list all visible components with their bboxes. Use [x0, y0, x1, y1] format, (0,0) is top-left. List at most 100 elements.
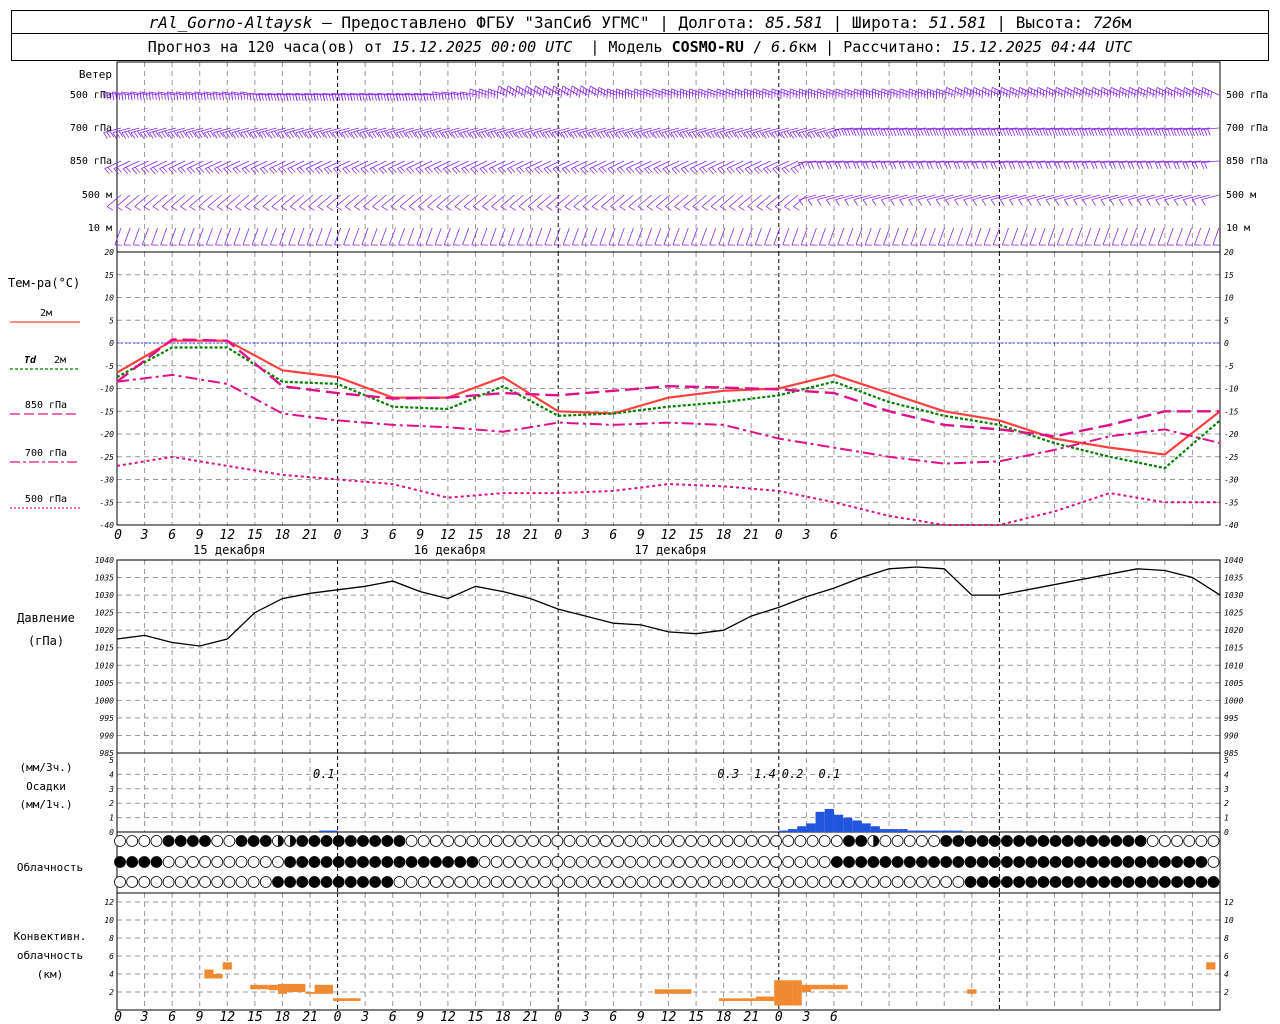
cloud-symbol — [1195, 856, 1208, 868]
wind-barb — [343, 227, 351, 246]
cloud-symbol — [138, 835, 151, 847]
wind-barb-flag — [527, 206, 535, 211]
legend-t2m-label: 2м — [40, 308, 52, 319]
wind-barb-flag — [743, 132, 749, 139]
precip-bar — [815, 811, 825, 832]
wind-barb-flag — [180, 206, 187, 211]
wind-barb — [663, 227, 671, 246]
wind-barb — [999, 127, 1018, 130]
wind-barb — [1129, 87, 1146, 96]
wind-barb — [992, 227, 1000, 246]
cloud-symbol — [442, 835, 454, 847]
wind-barb-flag — [411, 93, 414, 101]
wind-barb — [121, 91, 140, 96]
wind-barb-flag — [944, 162, 948, 170]
wind-barb — [442, 127, 460, 134]
wind-barb-flag — [130, 132, 136, 139]
wind-barb-flag — [1024, 128, 1028, 136]
wind-barb — [588, 127, 607, 134]
wind-barb-flag — [536, 87, 539, 95]
wind-barb-flag — [635, 168, 641, 174]
wind-barb-flag — [1173, 162, 1177, 170]
wind-barb-flag — [464, 166, 470, 173]
wind-barb-flag — [354, 166, 360, 173]
cloud-symbol — [247, 876, 260, 888]
wind-barb-flag — [618, 131, 624, 138]
wind-barb-flag — [616, 168, 623, 174]
wind-barb — [781, 88, 799, 96]
wind-barb-flag — [1182, 162, 1186, 170]
wind-barb — [176, 91, 195, 96]
wind-barb — [681, 227, 689, 246]
wind-barb-flag — [307, 93, 310, 101]
wind-barb — [203, 91, 222, 96]
wind-barb-flag — [162, 166, 168, 173]
wind-barb — [1072, 160, 1091, 163]
wind-barb — [1064, 194, 1082, 201]
wind-barb-flag — [280, 131, 285, 138]
wind-barb-flag — [525, 168, 531, 174]
wind-barb — [445, 194, 460, 207]
wind-barb — [610, 194, 625, 207]
wind-barb — [646, 194, 662, 207]
wind-barb — [1139, 227, 1147, 246]
wind-barb — [771, 88, 790, 96]
wind-barb-flag — [716, 132, 721, 139]
wind-barb-flag — [240, 132, 246, 139]
wind-level-label-left: 700 гПа — [70, 123, 112, 134]
cloud-symbol-half — [873, 835, 879, 847]
wind-barb-flag — [438, 130, 444, 138]
cloud-symbol — [551, 835, 564, 847]
wind-barb-flag — [125, 166, 131, 173]
wind-barb — [579, 127, 597, 134]
wind-barb — [782, 227, 790, 246]
wind-barb-flag — [1186, 88, 1188, 96]
wind-barb — [727, 227, 735, 246]
wind-barb-flag — [695, 130, 700, 138]
wind-barb-flag — [734, 132, 740, 139]
wind-barb — [562, 160, 579, 169]
cloud-symbol — [551, 856, 564, 868]
precip-total-label: 0.2 — [782, 767, 804, 781]
wind-barb — [953, 127, 972, 130]
wind-barb — [249, 127, 268, 134]
wind-barb-flag — [390, 166, 397, 173]
wind-barb — [1091, 127, 1110, 130]
wind-barb-flag — [1069, 128, 1074, 136]
wind-barb-flag — [317, 166, 324, 173]
wind-barb-flag — [500, 166, 507, 173]
wind-barb-flag — [1149, 88, 1152, 96]
wind-barb-flag — [493, 130, 499, 138]
wind-barb-flag — [747, 166, 754, 173]
wind-barb-flag — [1173, 87, 1176, 95]
cloud-symbol — [1134, 835, 1147, 847]
wind-barb-flag — [363, 206, 370, 211]
cloud-symbol — [940, 835, 953, 847]
wind-barb — [1146, 127, 1165, 130]
wind-barb-flag — [880, 162, 884, 170]
wind-barb-flag — [267, 132, 273, 139]
wind-barb-flag — [116, 206, 123, 211]
wind-barb-flag — [343, 93, 347, 101]
wind-barb-flag — [1051, 128, 1056, 136]
wind-barb-flag — [462, 92, 465, 100]
wind-barb — [734, 127, 753, 134]
wind-barb-flag — [1185, 129, 1190, 136]
wind-barb — [161, 194, 177, 207]
wind-barb-flag — [1192, 87, 1194, 95]
wind-barb — [342, 160, 360, 169]
wind-barb — [607, 160, 625, 169]
wind-barb — [899, 88, 918, 96]
wind-barb-flag — [307, 131, 313, 138]
wind-barb-flag — [198, 166, 205, 173]
wind-barb-flag — [406, 168, 412, 174]
pressure-ytick-right: 1010 — [1224, 661, 1243, 670]
hour-label: 18 — [275, 1010, 291, 1024]
wind-barb-flag — [1185, 162, 1190, 169]
wind-barb — [424, 160, 442, 169]
wind-barb-flag — [1094, 88, 1097, 96]
cloud-symbol — [199, 876, 211, 888]
wind-barb — [744, 88, 762, 96]
wind-barb-flag — [862, 199, 868, 206]
precip-bar — [953, 830, 963, 832]
